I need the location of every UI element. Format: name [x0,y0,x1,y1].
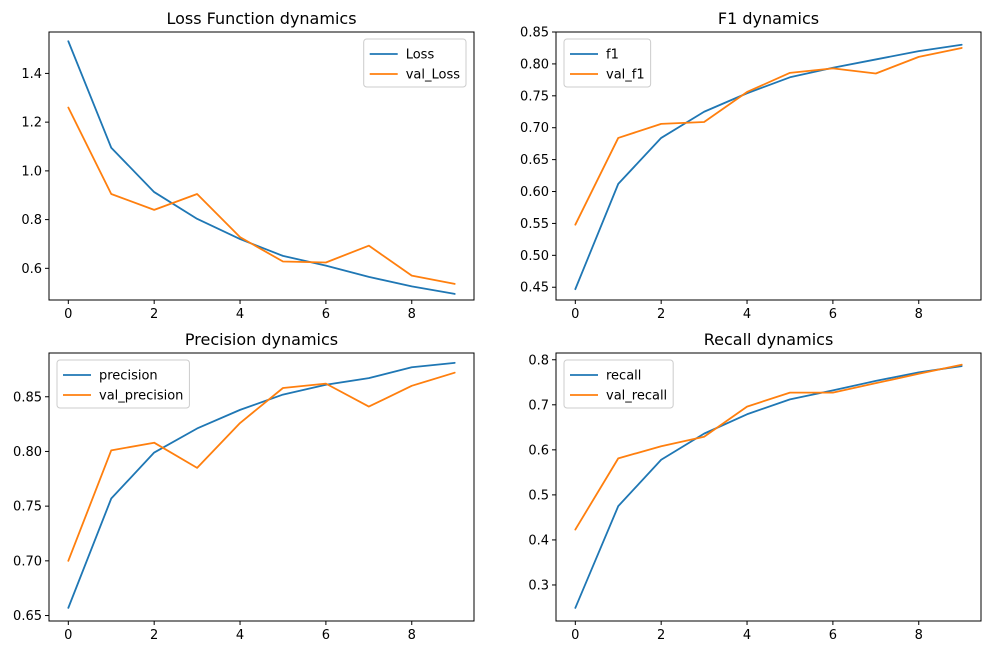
series-line-f1 [574,43,963,291]
series-line-val_recall [574,363,963,531]
legend: Loss val_Loss [363,38,467,88]
y-tick-label: 0.6 [21,262,42,277]
y-tick-label: 0.7 [528,398,549,413]
series-line-Loss [67,40,456,295]
chart-panel-4: Recall dynamics 0 2 4 6 8 0.3 0.4 0.5 0.6 0.7 0.8 re… [528,330,982,643]
y-tick-label: 0.4 [528,533,549,548]
chart-title: F1 dynamics [718,9,819,28]
y-tick-label: 0.60 [520,185,549,200]
y-tick-label: 0.70 [520,121,549,136]
legend: f1 val_f1 [563,38,652,88]
legend-label-recall: recall [606,369,641,384]
x-tick-label: 2 [657,628,665,643]
x-tick-label: 0 [571,628,579,643]
chart-panel-1: Loss Function dynamics 0 2 4 6 8 0.6 0.8 1.0 1.2 1… [21,9,475,322]
legend-label-val_Loss: val_Loss [406,68,461,83]
chart-panel-3: Precision dynamics 0 2 4 6 8 0.65 0.70 0.75 0.80 0… [13,330,475,643]
legend-frame [363,38,467,88]
chart-title: Precision dynamics [185,330,338,349]
x-tick-label: 4 [743,307,751,322]
y-tick-label: 1.0 [21,164,42,179]
x-tick-label: 8 [915,628,923,643]
x-tick-label: 2 [150,307,158,322]
x-tick-label: 4 [236,307,244,322]
y-tick-label: 0.55 [520,217,549,232]
plot-frame [555,352,982,622]
y-tick-label: 0.75 [520,89,549,104]
legend-frame [563,359,674,409]
y-tick-label: 0.5 [528,488,549,503]
legend-label-val_recall: val_recall [606,389,667,404]
y-tick-label: 0.8 [21,213,42,228]
y-tick-label: 0.75 [13,500,42,515]
y-tick-label: 0.65 [13,609,42,624]
x-tick-label: 0 [64,307,72,322]
series-line-precision [67,361,456,609]
x-tick-label: 2 [150,628,158,643]
y-tick-label: 0.80 [520,57,549,72]
y-tick-label: 0.80 [13,445,42,460]
chart-title: Recall dynamics [704,330,834,349]
legend: recall val_recall [563,359,674,409]
x-tick-label: 0 [64,628,72,643]
x-tick-label: 2 [657,307,665,322]
series-line-val_Loss [67,106,456,285]
y-tick-label: 0.85 [13,390,42,405]
y-tick-label: 1.2 [21,116,42,131]
chart-title: Loss Function dynamics [166,9,356,28]
series-line-recall [574,365,963,609]
x-tick-label: 6 [829,307,837,322]
legend-label-val_f1: val_f1 [606,68,645,83]
x-tick-label: 4 [743,628,751,643]
series-line-val_f1 [574,47,963,226]
x-tick-label: 8 [408,628,416,643]
plot-frame [555,31,982,301]
x-tick-label: 4 [236,628,244,643]
plot-frame [48,352,475,622]
chart-panel-2: F1 dynamics 0 2 4 6 8 0.45 0.50 0.55 0.60 0.65 0.70… [520,9,982,322]
plot-frame [48,31,475,301]
y-tick-label: 0.50 [520,249,549,264]
series-line-val_precision [67,371,456,562]
x-tick-label: 0 [571,307,579,322]
y-tick-label: 0.6 [528,443,549,458]
x-tick-label: 6 [322,628,330,643]
y-tick-label: 0.45 [520,281,549,296]
y-tick-label: 0.70 [13,554,42,569]
legend-frame [563,38,652,88]
legend-label-val_precision: val_precision [99,389,183,404]
x-tick-label: 8 [915,307,923,322]
y-tick-label: 0.3 [528,578,549,593]
y-tick-label: 0.65 [520,153,549,168]
legend-label-precision: precision [99,369,158,384]
legend-label-f1: f1 [606,48,619,63]
x-tick-label: 8 [408,307,416,322]
x-tick-label: 6 [829,628,837,643]
y-tick-label: 0.85 [520,26,549,41]
legend-label-Loss: Loss [406,48,435,63]
legend: precision val_precision [56,359,190,409]
legend-frame [56,359,190,409]
y-tick-label: 0.8 [528,353,549,368]
x-tick-label: 6 [322,307,330,322]
y-tick-label: 1.4 [21,67,42,82]
